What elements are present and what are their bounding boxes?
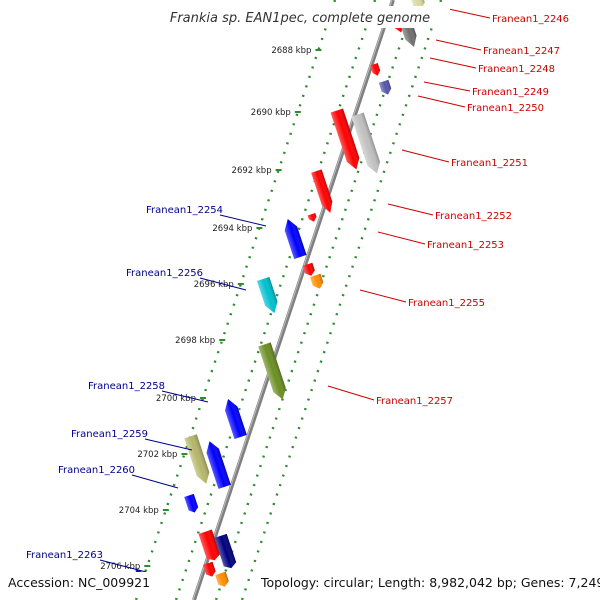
scale-tick-label: 2706 kbp <box>100 562 140 572</box>
scale-tick-label: 2688 kbp <box>271 46 311 56</box>
label-leader-line <box>417 95 466 108</box>
gene-arrow-shading <box>302 262 315 276</box>
label-leader-line <box>435 39 482 51</box>
gene-arrow <box>184 493 199 513</box>
gene-label[interactable]: Franean1_2254 <box>146 205 223 216</box>
gene-arrow <box>284 219 307 260</box>
gene-arrow-shading <box>351 112 381 174</box>
gene-arrow-shading <box>330 108 360 170</box>
scale-tick-label: 2690 kbp <box>251 108 291 118</box>
label-leader-line <box>99 559 147 573</box>
gene-label[interactable]: Franean1_2246 <box>492 14 569 25</box>
gene-arrow <box>258 342 286 400</box>
gene-arrow-shading <box>378 79 392 95</box>
gene-arrow <box>302 262 315 276</box>
label-leader-line <box>387 203 434 216</box>
gene-label[interactable]: Franean1_2255 <box>408 298 485 309</box>
gene-arrow-shading <box>184 493 199 513</box>
gene-arrow-shading <box>410 0 425 10</box>
gene-arrow <box>307 212 317 222</box>
gene-label[interactable]: Franean1_2258 <box>88 381 165 392</box>
gene-label[interactable]: Franean1_2263 <box>26 550 103 561</box>
label-leader-line <box>359 289 407 303</box>
accession-background <box>4 572 152 594</box>
label-leader-line <box>161 390 209 403</box>
gene-features <box>133 0 425 594</box>
gene-label[interactable]: Franean1_2248 <box>478 64 555 75</box>
genome-backbone <box>192 0 395 600</box>
label-leader-line <box>429 57 477 69</box>
gene-arrow-shading <box>307 212 317 222</box>
label-leader-line <box>219 214 267 227</box>
scale-tick-label: 2698 kbp <box>175 336 215 346</box>
gene-arrow <box>310 273 324 289</box>
scale-ticks: 2688 kbp 2690 kbp 2692 kbp 2694 kbp 2696 kbp… <box>100 46 322 572</box>
gene-arrow <box>198 529 221 561</box>
gene-arrow <box>378 79 392 95</box>
gene-label[interactable]: Franean1_2250 <box>467 103 544 114</box>
gene-arrow <box>351 112 381 174</box>
gene-arrow <box>214 533 237 569</box>
backbone-line <box>192 0 395 600</box>
label-leader-line <box>423 81 471 92</box>
gene-arrow-shading <box>311 169 333 213</box>
gene-label[interactable]: Franean1_2256 <box>126 268 203 279</box>
gene-arrow <box>370 63 381 76</box>
gene-labels: Franean1_2246 Franean1_2247 Franean1_2248 F… <box>26 14 569 561</box>
accession-text: Accession: NC_009921 <box>8 575 150 590</box>
gene-arrow <box>184 434 210 484</box>
label-leader-line <box>401 149 450 163</box>
scale-tick-label: 2704 kbp <box>119 506 159 516</box>
gene-arrow <box>256 276 278 314</box>
label-leader-line <box>327 385 375 401</box>
label-leader-line <box>144 438 193 451</box>
label-leader-line <box>443 7 491 19</box>
label-leader-line <box>199 277 247 291</box>
gene-label[interactable]: Franean1_2259 <box>71 429 148 440</box>
track-dots <box>134 0 443 600</box>
backbone-highlight <box>192 0 393 600</box>
gene-arrow-shading <box>215 571 229 587</box>
scale-tick-label: 2700 kbp <box>156 394 196 404</box>
gene-arrow <box>225 399 247 440</box>
gene-arrow <box>311 169 333 213</box>
gene-label[interactable]: Franean1_2249 <box>472 87 549 98</box>
gene-arrow <box>206 441 231 489</box>
gene-arrow-shading <box>225 399 247 440</box>
gene-arrow <box>330 108 360 170</box>
label-leader-line <box>131 474 179 489</box>
gene-arrow <box>410 0 425 10</box>
gene-label[interactable]: Franean1_2247 <box>483 46 560 57</box>
scale-tick-label: 2694 kbp <box>212 224 252 234</box>
summary-background <box>256 572 596 594</box>
gene-arrow-shading <box>284 219 307 260</box>
gene-arrow-shading <box>258 342 286 400</box>
gene-label[interactable]: Franean1_2260 <box>58 465 135 476</box>
title-background <box>160 6 450 28</box>
gene-label[interactable]: Franean1_2253 <box>427 240 504 251</box>
gene-arrow-shading <box>203 561 216 577</box>
gene-label[interactable]: Franean1_2252 <box>435 211 512 222</box>
label-leaders <box>99 7 491 573</box>
gene-arrow-shading <box>184 434 210 484</box>
label-leader-line <box>377 231 426 245</box>
gene-arrow <box>215 571 229 587</box>
scale-tick-label: 2692 kbp <box>232 166 272 176</box>
gene-arrow-shading <box>198 529 221 561</box>
gene-arrow-shading <box>206 441 231 489</box>
scale-tick-label: 2702 kbp <box>137 450 177 460</box>
map-title: Frankia sp. EAN1pec, complete genome <box>170 11 430 26</box>
gene-arrow-shading <box>310 273 324 289</box>
scale-tick-label: 2696 kbp <box>194 280 234 290</box>
genome-summary-text: Topology: circular; Length: 8,982,042 bp… <box>260 575 600 590</box>
gene-arrow-shading <box>370 63 381 76</box>
gene-arrow <box>203 561 216 577</box>
gene-arrow-shading <box>214 533 237 569</box>
gene-label[interactable]: Franean1_2257 <box>376 396 453 407</box>
gene-arrow-shading <box>256 276 278 314</box>
gene-label[interactable]: Franean1_2251 <box>451 158 528 169</box>
